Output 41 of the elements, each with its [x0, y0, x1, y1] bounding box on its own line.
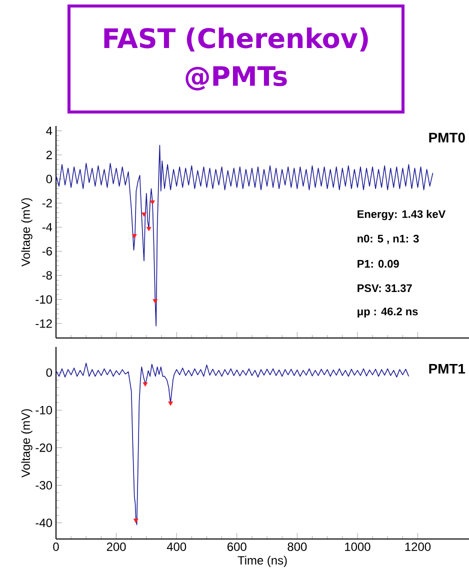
- annotation: μp : 46.2 ns: [358, 308, 418, 318]
- y-tick-label: 0: [46, 174, 52, 184]
- annotation: PMT0: [429, 132, 465, 143]
- y-tick-label: -2: [42, 198, 52, 208]
- x-tick-label: 200: [106, 542, 126, 551]
- y-tick-label: -10: [36, 295, 52, 304]
- point: [146, 226, 152, 232]
- chart-title: FAST (Cherenkov) @PMTs: [104, 28, 368, 90]
- annotation: P1: 0.09: [358, 260, 399, 268]
- point: [168, 401, 174, 406]
- point: [132, 234, 137, 238]
- annotation: PSV: 31.37: [358, 284, 412, 292]
- annotation: PMT1: [429, 364, 466, 374]
- x-tick-label: 0: [53, 542, 59, 551]
- annotation: Energy: 1.43 keV: [358, 210, 446, 220]
- y-tick-label: -30: [36, 481, 52, 490]
- x-tick-label: 400: [166, 542, 186, 551]
- point: [142, 382, 148, 387]
- y-tick-label: 4: [46, 126, 52, 135]
- point: [142, 212, 146, 217]
- y-tick-label: -8: [42, 271, 52, 280]
- annotation: n0: 5 , n1: 3: [358, 234, 419, 244]
- y-tick-label: -6: [42, 247, 52, 256]
- y-tick-label: -40: [36, 518, 52, 528]
- y-tick-label: -4: [42, 223, 52, 232]
- x-tick-label: 800: [288, 542, 307, 551]
- x-tick-label: 1000: [345, 542, 370, 551]
- x-tick-label: 1200: [405, 542, 431, 551]
- y-tick-label: -12: [36, 319, 52, 328]
- y-axis-title: Voltage (mV): [21, 409, 32, 478]
- y-tick-label: 0: [46, 368, 52, 377]
- y-tick-label: -20: [36, 443, 52, 452]
- point: [133, 518, 138, 524]
- y-axis-title: Voltage (mV): [21, 198, 32, 266]
- point: [152, 299, 158, 304]
- point: [150, 200, 155, 205]
- y-tick-label: 2: [46, 150, 52, 160]
- x-axis-title: Time (ns): [238, 556, 287, 567]
- x-tick-label: 600: [228, 542, 246, 551]
- y-tick-label: -10: [36, 406, 52, 414]
- line-series: [56, 362, 410, 526]
